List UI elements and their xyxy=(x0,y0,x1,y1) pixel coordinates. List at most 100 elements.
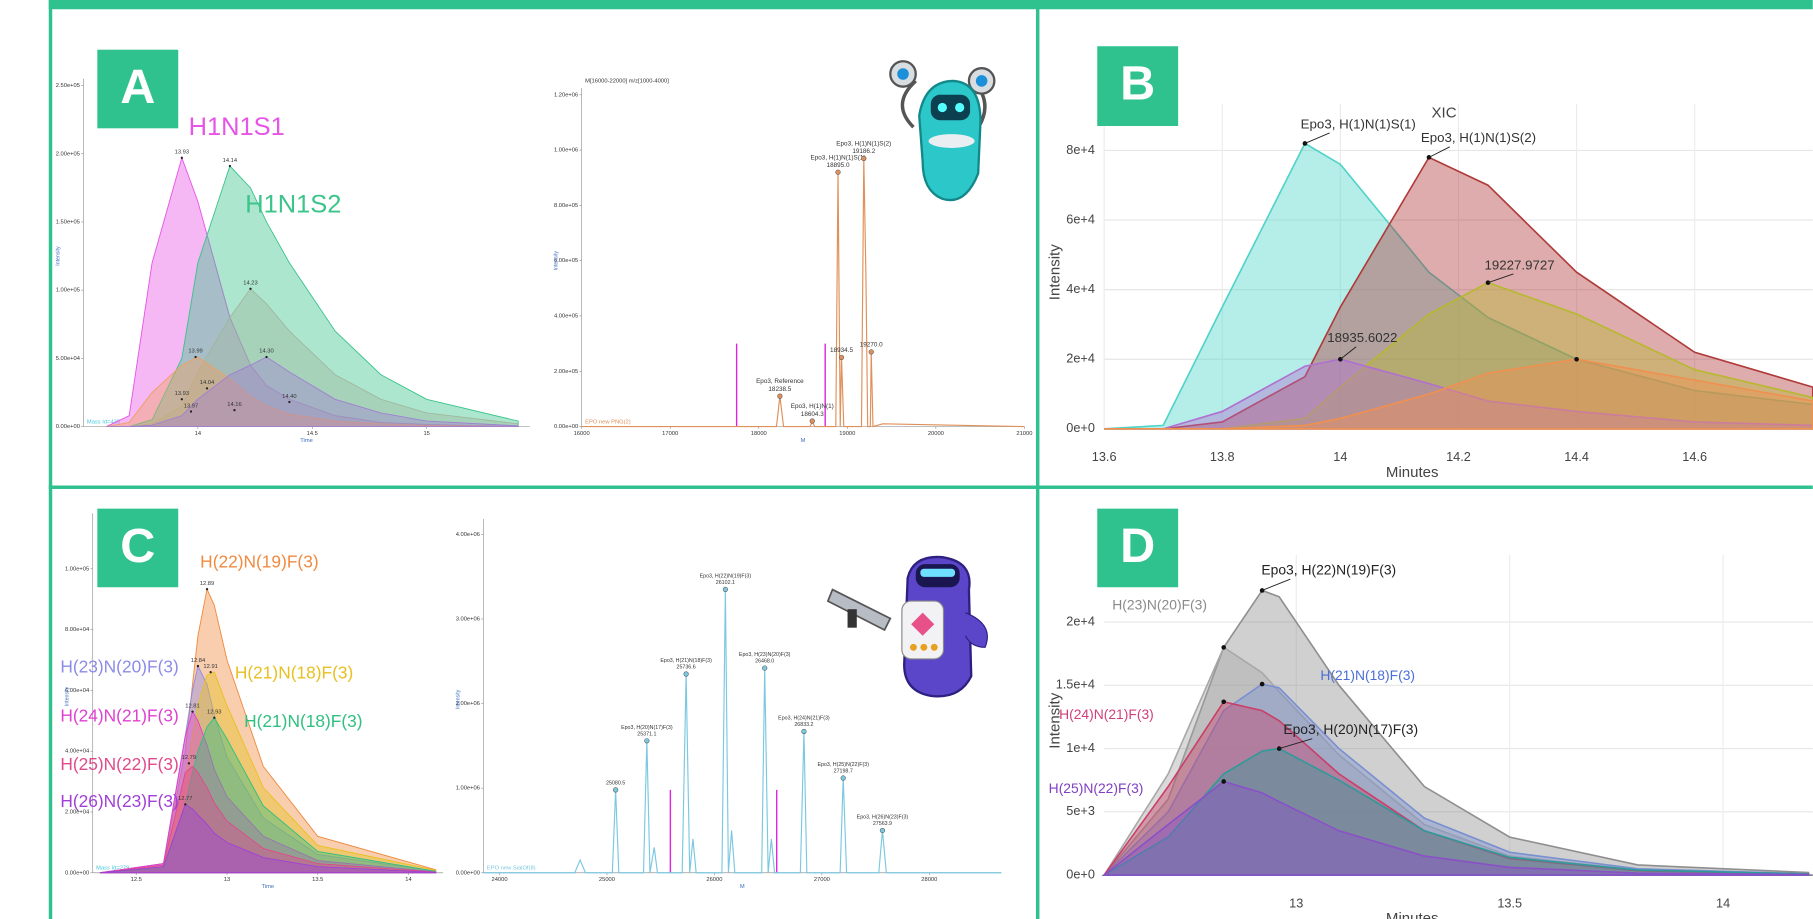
annotation-text: Epo3, H(1)N(1)S(1) xyxy=(811,154,866,161)
panel-letter: B xyxy=(1120,57,1155,111)
annotation-point xyxy=(194,356,196,358)
x-tick-label: 14.4 xyxy=(1564,449,1589,464)
frame-divider xyxy=(1036,0,1039,919)
annotation-point xyxy=(723,587,728,592)
annotation-label: 26468.0 xyxy=(755,659,774,665)
x-tick-label: 13.5 xyxy=(312,877,323,883)
annotation-point xyxy=(206,588,208,590)
annotation-point xyxy=(197,665,199,667)
annotation-label: 12.81 xyxy=(185,703,199,709)
annotation-point xyxy=(184,803,186,805)
y-tick-label: 0.00e+00 xyxy=(456,870,480,876)
panel-label: A xyxy=(97,50,178,129)
y-tick-label: 5.00e+04 xyxy=(56,356,81,362)
frame-divider xyxy=(49,486,1813,489)
annotation-text: Epo3, Reference xyxy=(756,378,804,385)
y-tick-label: 0e+0 xyxy=(1066,420,1095,435)
x-tick-label: 15 xyxy=(423,431,429,437)
annotation-point xyxy=(861,156,866,161)
annotation-label: 14.14 xyxy=(223,158,238,164)
x-axis-label: Time xyxy=(262,884,275,890)
annotation-point xyxy=(213,717,215,719)
annotation-point xyxy=(684,672,689,677)
peak-dot xyxy=(1221,699,1226,704)
annotation-point xyxy=(190,410,192,412)
annotation-text: Epo3, H(25)N(22)F(3) xyxy=(817,762,869,768)
series-label: H(21)N(18)F(3) xyxy=(1320,667,1415,683)
annotation-point xyxy=(841,776,846,781)
y-axis-label: Intensity xyxy=(455,689,461,709)
annotation-text: Epo3, H(23)N(20)F(3) xyxy=(739,652,791,658)
chart-title: XIC xyxy=(1432,104,1457,121)
x-tick-label: 13.6 xyxy=(1092,449,1117,464)
x-tick-label: 14 xyxy=(1333,449,1347,464)
y-tick-label: 4e+4 xyxy=(1066,281,1095,296)
y-tick-label: 2e+4 xyxy=(1066,351,1095,366)
annotation-label: 25736.6 xyxy=(677,664,696,670)
annotation-point xyxy=(181,398,183,400)
series-label: H(25)N(22)F(3) xyxy=(1049,780,1144,796)
series-label: 19227.9727 xyxy=(1484,257,1554,272)
peak-dot xyxy=(1260,588,1265,593)
annotation-text: Epo3, H(26)N(23)F(3) xyxy=(857,815,909,821)
annotation-point xyxy=(839,355,844,360)
x-tick-label: 14.6 xyxy=(1682,449,1707,464)
x-tick-label: 18000 xyxy=(751,431,767,437)
peak-dot xyxy=(1221,779,1226,784)
series-label: H(23)N(20)F(3) xyxy=(1112,596,1207,612)
peak-dot xyxy=(1427,155,1432,160)
y-tick-label: 0.00e+00 xyxy=(554,424,578,430)
y-tick-label: 1.5e+4 xyxy=(1056,677,1095,692)
annotation-point xyxy=(191,711,193,713)
annotation-point xyxy=(229,165,231,167)
annotation-text: Epo3, H(1)N(1) xyxy=(791,403,834,410)
page: {"panel_labels": ["A", "B", "C", "D"], "… xyxy=(0,0,1813,919)
annotation-label: 27563.9 xyxy=(873,821,892,827)
y-tick-label: 3.00e+06 xyxy=(456,617,480,623)
series-label: H(22)N(19)F(3) xyxy=(200,552,318,572)
y-tick-label: 8.00e+05 xyxy=(554,203,578,209)
x-tick-label: 27000 xyxy=(814,877,830,883)
annotation-label: 26102.1 xyxy=(716,580,735,586)
series-label: H1N1S2 xyxy=(245,190,341,218)
x-tick-label: 25000 xyxy=(599,877,615,883)
y-tick-label: 0.00e+00 xyxy=(56,424,80,430)
y-tick-label: 8e+4 xyxy=(1066,142,1095,157)
y-axis-label: Intensity xyxy=(65,686,71,706)
annotation-text: Epo3, H(20)N(17)F(3) xyxy=(621,725,673,731)
panel-letter: D xyxy=(1120,519,1155,573)
y-tick-label: 1.20e+06 xyxy=(554,92,578,98)
x-tick-label: 20000 xyxy=(928,431,944,437)
annotation-label: 12.77 xyxy=(178,796,192,802)
y-tick-label: 2e+4 xyxy=(1066,613,1095,628)
series-label: Epo3, H(1)N(1)S(2) xyxy=(1421,130,1536,145)
x-tick-label: 14.5 xyxy=(307,431,318,437)
annotation-point xyxy=(613,788,618,793)
annotation-label: 18238.5 xyxy=(768,386,791,393)
annotation-label: 14.16 xyxy=(227,402,241,408)
annotation-point xyxy=(762,666,767,671)
x-tick-label: 28000 xyxy=(921,877,937,883)
y-tick-label: 1.00e+06 xyxy=(456,786,480,792)
series-label: 18935.6022 xyxy=(1327,330,1397,345)
x-axis-label: Minutes xyxy=(1386,464,1439,481)
annotation-point xyxy=(288,401,290,403)
annotation-text: Epo3, H(24)N(21)F(3) xyxy=(778,716,830,722)
annotation-label: 18895.0 xyxy=(827,162,850,169)
annotation-label: 13.99 xyxy=(188,349,202,355)
chart-title: M[16000-22000] m/z[1000-4000] xyxy=(585,78,669,84)
annotation-label: 27198.7 xyxy=(834,768,853,774)
legend-entry: EPO new SialOf(8) xyxy=(487,866,536,872)
annotation-text: Epo3, H(22)N(19)F(3) xyxy=(700,573,752,579)
x-tick-label: 19000 xyxy=(839,431,855,437)
series-label: Epo3, H(20)N(17)F(3) xyxy=(1283,721,1418,737)
series-label: Epo3, H(22)N(19)F(3) xyxy=(1261,562,1396,578)
series-label: H1N1S1 xyxy=(189,113,285,141)
annotation-label: 26833.2 xyxy=(794,722,813,728)
y-tick-label: 4.00e+05 xyxy=(554,313,578,319)
y-tick-label: 4.00e+06 xyxy=(456,532,480,538)
annotation-label: 25080.5 xyxy=(606,780,625,786)
x-axis-label: M xyxy=(801,438,806,444)
peak-dot xyxy=(1221,645,1226,650)
annotation-label: 14.04 xyxy=(200,380,215,386)
